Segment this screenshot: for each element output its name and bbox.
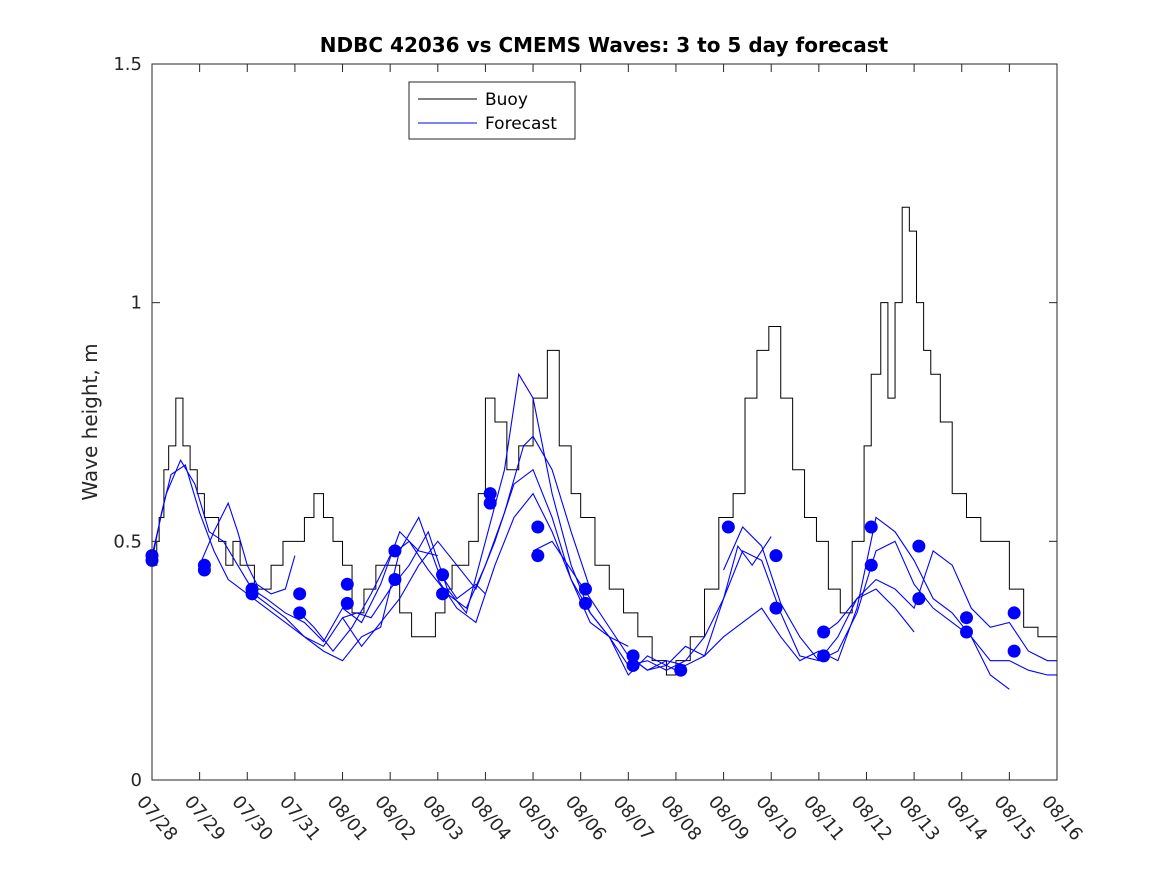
forecast-marker: [864, 520, 878, 534]
plot-area: [152, 64, 1057, 780]
forecast-marker: [293, 587, 307, 601]
y-axis-label: Wave height, m: [78, 343, 102, 500]
forecast-marker: [245, 587, 259, 601]
forecast-marker: [436, 587, 450, 601]
forecast-marker: [769, 601, 783, 615]
legend-buoy-label: Buoy: [485, 90, 528, 110]
forecast-marker: [960, 625, 973, 639]
buoy-series-line: [152, 206, 1058, 676]
legend-forecast-label: Forecast: [485, 114, 557, 134]
forecast-marker: [483, 487, 497, 501]
forecast-series-line: [723, 526, 1057, 676]
forecast-marker: [388, 544, 402, 558]
forecast-marker: [293, 606, 307, 620]
legend: Buoy Forecast: [408, 81, 576, 140]
forecast-series-line: [199, 501, 296, 595]
forecast-series-line: [532, 540, 915, 671]
forecast-marker: [864, 558, 878, 572]
y-tick-label: 0: [131, 770, 142, 791]
forecast-marker: [578, 596, 592, 610]
forecast-marker: [817, 649, 831, 663]
y-tick-label: 1.5: [113, 54, 142, 75]
forecast-marker: [769, 549, 783, 563]
forecast-marker: [912, 592, 926, 606]
forecast-series-line: [818, 549, 1057, 662]
forecast-marker: [531, 549, 545, 563]
forecast-marker: [721, 520, 735, 534]
chart-title: NDBC 42036 vs CMEMS Waves: 3 to 5 day fo…: [320, 33, 889, 57]
forecast-marker: [340, 596, 354, 610]
forecast-marker: [674, 663, 688, 677]
legend-box: [408, 81, 576, 140]
forecast-series-line: [151, 458, 438, 643]
y-tick-label: 1: [131, 293, 142, 314]
plot-frame: [151, 63, 1058, 781]
forecast-series-line: [627, 516, 1010, 690]
forecast-marker: [578, 582, 592, 596]
forecast-series-line: [151, 464, 391, 648]
forecast-marker: [626, 658, 640, 672]
forecast-marker: [817, 625, 831, 639]
forecast-marker: [1007, 644, 1021, 658]
forecast-marker: [340, 577, 354, 591]
forecast-marker: [436, 568, 450, 582]
forecast-marker: [912, 539, 926, 553]
forecast-marker: [197, 563, 211, 577]
forecast-marker: [388, 573, 402, 587]
y-tick-label: 0.5: [113, 531, 142, 552]
forecast-marker: [531, 520, 545, 534]
forecast-marker: [1007, 606, 1021, 620]
forecast-marker: [483, 496, 497, 510]
forecast-marker: [626, 649, 640, 663]
forecast-marker: [960, 611, 973, 625]
forecast-series-line: [246, 516, 486, 662]
